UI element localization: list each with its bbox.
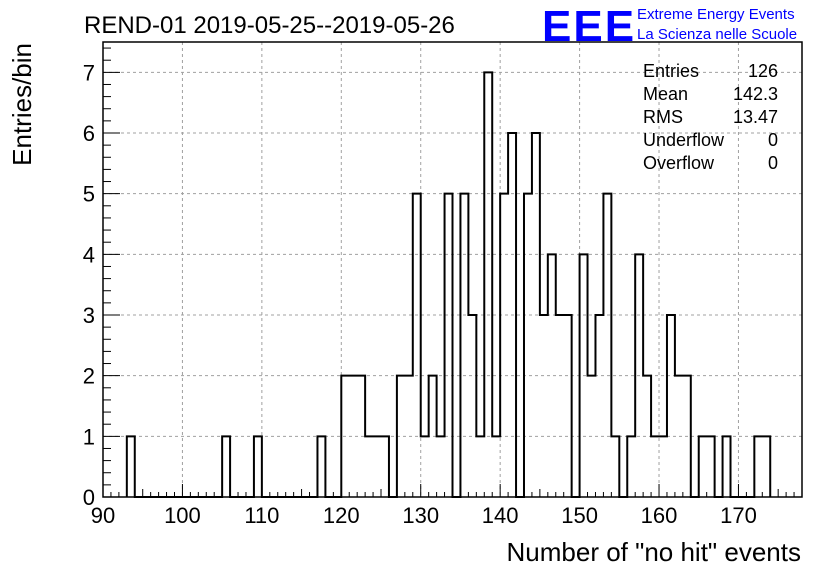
histogram-bin xyxy=(413,194,421,497)
stats-label: RMS xyxy=(643,107,683,127)
histogram-bin xyxy=(127,436,135,497)
stats-label: Underflow xyxy=(643,130,725,150)
stats-label: Overflow xyxy=(643,153,715,173)
histogram-bin xyxy=(254,436,262,497)
stats-value: 142.3 xyxy=(733,84,778,104)
x-tick-label: 130 xyxy=(402,503,439,528)
stats-box: Entries 126 Mean 142.3 RMS 13.47 Underflow 0 Ove… xyxy=(643,61,778,173)
y-tick-label: 5 xyxy=(83,182,95,207)
histogram-bin xyxy=(603,194,611,497)
eee-logo-line1: Extreme Energy Events xyxy=(637,6,795,23)
eee-logo: EEE Extreme Energy Events La Scienza nel… xyxy=(542,2,797,51)
histogram-bin xyxy=(468,315,476,497)
histogram-bin xyxy=(484,72,492,497)
histogram-bin xyxy=(723,436,731,497)
histogram-bin xyxy=(460,194,468,497)
histogram-bin xyxy=(699,436,707,497)
histogram-bin xyxy=(564,315,572,497)
histogram-bin xyxy=(762,436,770,497)
x-tick-label: 160 xyxy=(641,503,678,528)
x-tick-label: 150 xyxy=(561,503,598,528)
x-axis-label: Number of "no hit" events xyxy=(507,537,802,567)
histogram-bin xyxy=(476,436,484,497)
histogram-bin xyxy=(437,436,445,497)
x-tick-label: 120 xyxy=(323,503,360,528)
histogram-bin xyxy=(492,436,500,497)
histogram-bin xyxy=(421,436,429,497)
y-tick-label: 4 xyxy=(83,242,95,267)
x-tick-label: 110 xyxy=(244,503,279,528)
histogram-bin xyxy=(556,315,564,497)
stats-value: 0 xyxy=(768,153,778,173)
x-tick-labels: 90 100 110 120 130 140 150 160 170 xyxy=(91,503,757,528)
histogram-bin xyxy=(627,436,635,497)
y-axis-label: Entries/bin xyxy=(7,43,37,166)
y-tick-label: 2 xyxy=(83,364,95,389)
y-tick-label: 6 xyxy=(83,121,95,146)
histogram-bin xyxy=(540,315,548,497)
histogram-bin xyxy=(222,436,230,497)
eee-logo-line2: La Scienza nelle Scuole xyxy=(637,26,797,43)
histogram-bin xyxy=(667,315,675,497)
stats-value: 13.47 xyxy=(733,107,778,127)
y-tick-labels: 0 1 2 3 4 5 6 7 xyxy=(83,60,95,510)
stats-label: Mean xyxy=(643,84,688,104)
y-tick-label: 3 xyxy=(83,303,95,328)
histogram-bin xyxy=(381,436,389,497)
y-tick-label: 7 xyxy=(83,60,95,85)
histogram-bin xyxy=(611,436,619,497)
stats-label: Entries xyxy=(643,61,699,81)
x-tick-label: 170 xyxy=(720,503,757,528)
y-tick-label: 1 xyxy=(83,424,95,449)
histogram-bin xyxy=(595,315,603,497)
histogram-bin xyxy=(524,194,532,497)
histogram-bin xyxy=(659,436,667,497)
histogram-outline xyxy=(125,71,772,498)
histogram-bin xyxy=(707,436,715,497)
stats-value: 126 xyxy=(748,61,778,81)
histogram-bin xyxy=(651,436,659,497)
histogram-bin xyxy=(317,436,325,497)
histogram-bin xyxy=(754,436,762,497)
x-tick-label: 140 xyxy=(482,503,519,528)
histogram-bin xyxy=(500,194,508,497)
histogram-bin xyxy=(445,194,453,497)
histogram-bin xyxy=(373,436,381,497)
x-tick-label: 100 xyxy=(164,503,201,528)
stats-value: 0 xyxy=(768,130,778,150)
axis-ticks xyxy=(102,47,803,498)
eee-logo-mark: EEE xyxy=(542,2,636,51)
x-tick-label: 90 xyxy=(91,503,115,528)
chart-title: REND-01 2019-05-25--2019-05-26 xyxy=(84,12,455,39)
y-tick-label: 0 xyxy=(83,485,95,510)
histogram-bin xyxy=(365,436,373,497)
